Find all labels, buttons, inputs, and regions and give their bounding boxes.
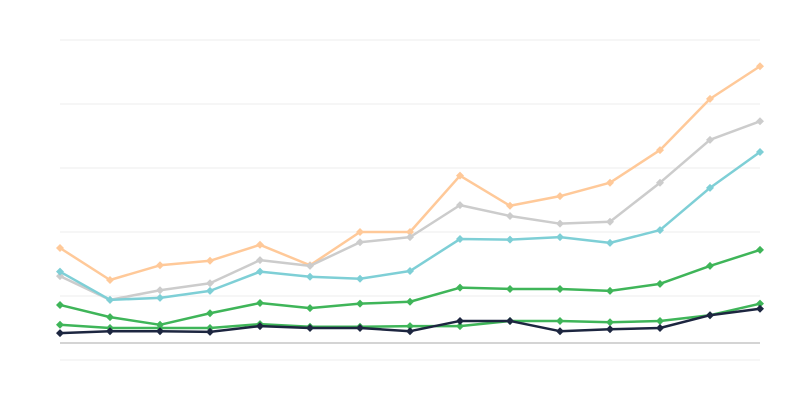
data-point [206, 256, 214, 265]
data-point [106, 313, 114, 322]
data-point [456, 235, 464, 244]
data-point [406, 297, 414, 306]
data-point [456, 201, 464, 210]
data-point [506, 284, 514, 293]
data-point [556, 316, 564, 325]
data-point [706, 261, 714, 270]
data-point [556, 192, 564, 201]
data-point [656, 279, 664, 288]
data-point [56, 244, 64, 252]
data-point [506, 316, 514, 325]
data-point [56, 329, 64, 338]
data-point [306, 272, 314, 281]
data-point [56, 320, 64, 329]
data-point [706, 94, 714, 103]
data-point [106, 295, 114, 304]
data-point [606, 238, 614, 247]
data-point [306, 324, 314, 332]
data-point [606, 217, 614, 226]
data-point [106, 327, 114, 336]
data-point [706, 135, 714, 144]
data-point [756, 245, 764, 254]
data-point [756, 148, 764, 156]
data-point [556, 284, 564, 293]
data-point [456, 322, 464, 331]
data-point [356, 299, 364, 308]
data-point [406, 322, 414, 331]
data-point [656, 178, 664, 187]
data-point [406, 228, 414, 236]
data-point [406, 233, 414, 242]
data-point [306, 261, 314, 270]
data-point [606, 318, 614, 327]
data-point [256, 256, 264, 265]
data-point [556, 327, 564, 336]
series-line [59, 150, 761, 302]
data-point [706, 183, 714, 192]
data-point [256, 322, 264, 331]
data-point [556, 233, 564, 242]
data-point [756, 304, 764, 313]
data-point [356, 238, 364, 247]
data-point [606, 178, 614, 187]
data-point [506, 212, 514, 220]
data-point [656, 316, 664, 325]
data-point [206, 279, 214, 288]
data-point [406, 327, 414, 336]
data-point [656, 226, 664, 235]
data-point [206, 327, 214, 336]
data-point [756, 62, 764, 71]
data-point [256, 240, 264, 249]
data-point [556, 219, 564, 228]
data-point [456, 316, 464, 325]
data-point [456, 171, 464, 180]
data-point [506, 201, 514, 210]
data-point [56, 267, 64, 276]
data-point [206, 309, 214, 318]
data-point [606, 286, 614, 295]
series-line [59, 248, 761, 327]
data-point [756, 299, 764, 308]
data-point [606, 325, 614, 334]
data-point [356, 274, 364, 283]
data-point [156, 261, 164, 270]
data-point [756, 117, 764, 126]
data-point [106, 276, 114, 284]
data-point [706, 311, 714, 320]
data-point [156, 286, 164, 295]
series-line [59, 65, 761, 282]
data-point [456, 283, 464, 292]
data-point [506, 235, 514, 244]
data-point [156, 293, 164, 302]
data-point [406, 267, 414, 276]
data-point [356, 228, 364, 236]
data-point [656, 146, 664, 155]
data-point [256, 267, 264, 276]
data-point [206, 286, 214, 295]
data-point [56, 300, 64, 309]
data-point [306, 304, 314, 313]
data-point [656, 324, 664, 332]
data-point [156, 327, 164, 336]
data-point [256, 299, 264, 308]
data-point [356, 324, 364, 332]
